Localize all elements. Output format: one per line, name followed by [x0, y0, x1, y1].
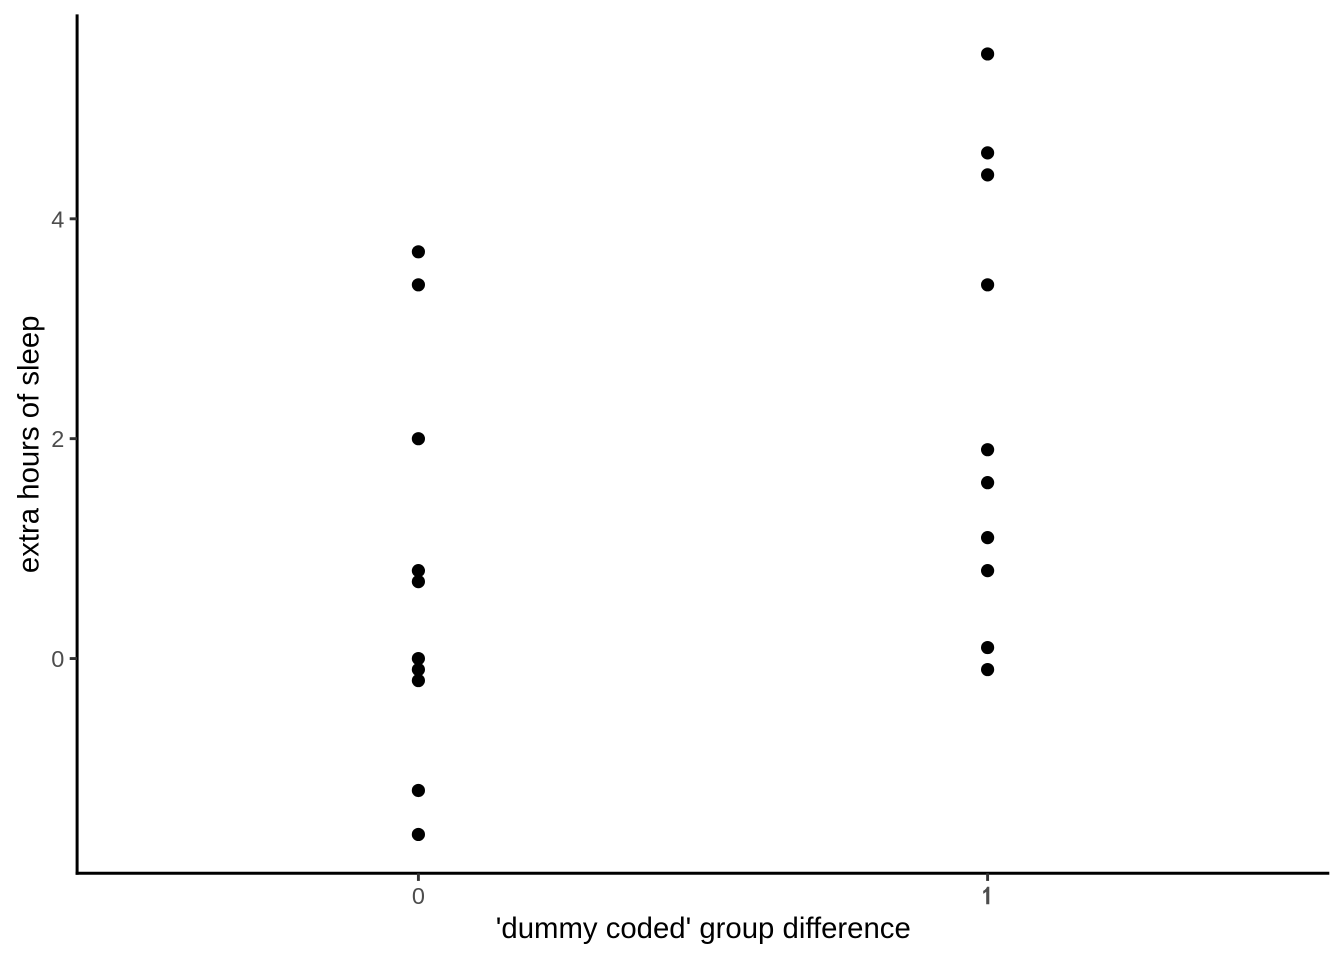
- svg-text:'dummy coded' group difference: 'dummy coded' group difference: [496, 912, 911, 945]
- svg-text:0: 0: [51, 646, 64, 672]
- svg-text:0: 0: [412, 883, 425, 909]
- svg-text:4: 4: [51, 206, 64, 232]
- svg-text:extra hours of sleep: extra hours of sleep: [13, 316, 46, 574]
- svg-text:2: 2: [51, 426, 64, 452]
